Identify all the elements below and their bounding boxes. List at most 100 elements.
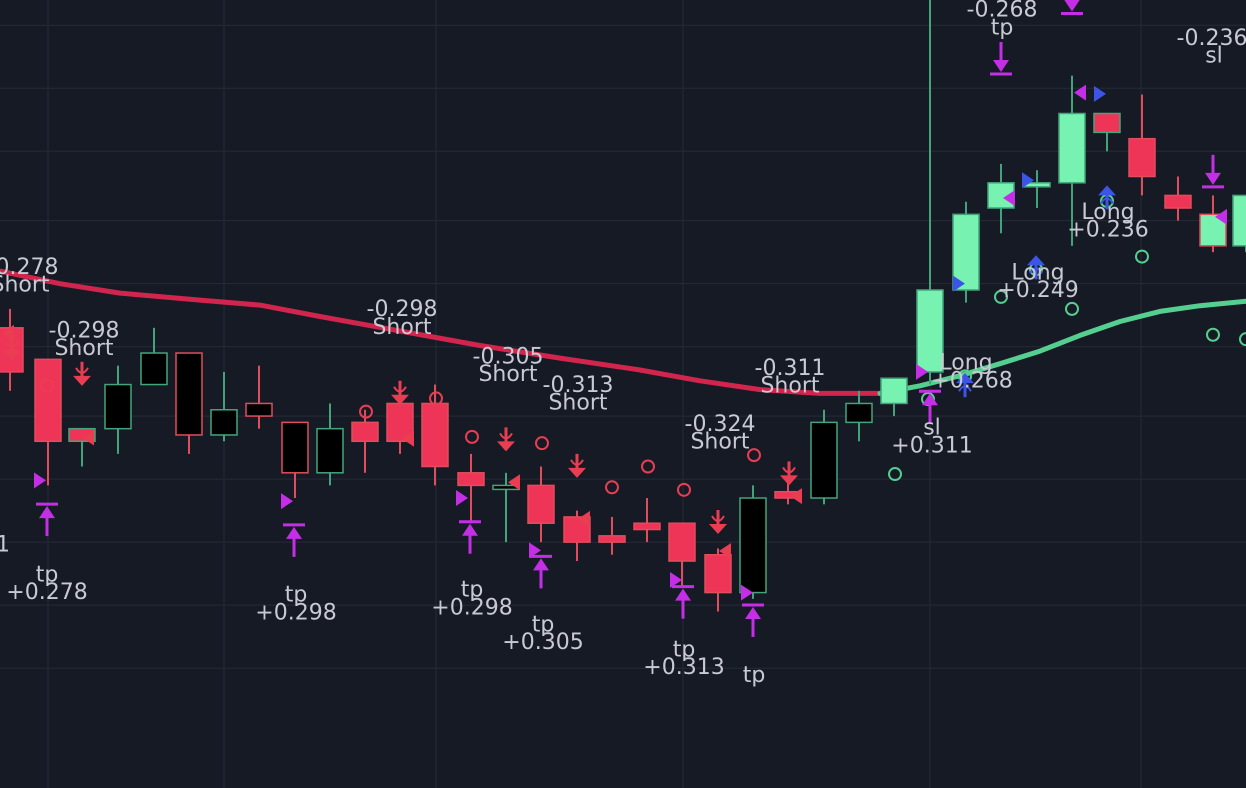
trade-label: Long xyxy=(939,351,992,376)
candle-body xyxy=(1232,194,1246,247)
stop-circle xyxy=(535,436,549,451)
short-arrow-head xyxy=(391,394,409,405)
trade-label: -0.311 xyxy=(755,356,826,381)
trade-label: -0.313 xyxy=(543,373,614,398)
trade-label: -0.305 xyxy=(473,344,544,369)
trade-label: +0.268 xyxy=(931,368,1012,393)
candle-body xyxy=(668,522,696,562)
trade-label: tp xyxy=(532,612,555,637)
trade-label: Short xyxy=(0,273,50,298)
trade-label: Short xyxy=(372,315,431,340)
entry-triangle xyxy=(741,584,753,601)
candle-body xyxy=(245,402,273,417)
signal-arrows xyxy=(3,0,1224,637)
trade-label: Short xyxy=(54,336,113,361)
exit-arrow-head xyxy=(993,59,1009,72)
long-arrow-head xyxy=(956,373,974,384)
candle-body xyxy=(598,535,626,543)
candles xyxy=(0,0,1246,612)
short-arrow-hook xyxy=(711,515,725,522)
candle-body xyxy=(34,358,62,443)
exit-arrow-head xyxy=(1205,172,1221,185)
candle-body xyxy=(140,352,168,386)
stop-circle xyxy=(605,480,619,495)
trade-label: +0.313 xyxy=(643,655,724,680)
stop-circle xyxy=(429,391,443,406)
trade-label: tp xyxy=(673,638,696,663)
short-arrow-hook xyxy=(75,367,89,374)
entry-triangle xyxy=(34,472,46,489)
trade-label: sl xyxy=(923,416,941,441)
candle-body xyxy=(210,409,238,436)
exit-arrow-head xyxy=(286,526,302,539)
candle-body xyxy=(175,352,203,436)
long-arrow-hook xyxy=(958,385,972,392)
stop-circle xyxy=(1135,249,1149,264)
candle-body xyxy=(351,421,379,443)
trade-label: +0.305 xyxy=(502,630,583,655)
stop-circle xyxy=(1065,301,1079,316)
trade-label: -0.298 xyxy=(49,319,120,344)
entry-triangle xyxy=(456,490,468,507)
long-arrow-hook xyxy=(1100,197,1114,204)
long-arrow-head xyxy=(1098,185,1116,196)
candle-body xyxy=(1058,112,1086,184)
entry-triangle xyxy=(719,542,731,559)
candle-body xyxy=(739,497,767,594)
candle-body xyxy=(527,484,555,524)
trade-label: tp xyxy=(991,15,1014,40)
long-arrow-hook xyxy=(1029,267,1043,274)
trade-label: -0.268 xyxy=(967,0,1038,23)
stop-circle xyxy=(40,378,54,393)
candle-body xyxy=(316,427,344,474)
trade-label: -0.278 xyxy=(0,255,58,280)
entry-triangle xyxy=(402,430,414,447)
entry-triangle xyxy=(1074,84,1086,101)
trade-label: tp xyxy=(743,663,766,688)
trade-label: 1 xyxy=(0,532,10,557)
trade-label: +0.278 xyxy=(6,580,87,605)
short-arrow-hook xyxy=(5,341,19,348)
stop-circle xyxy=(747,448,761,463)
short-arrow-hook xyxy=(393,386,407,393)
stop-circle xyxy=(677,482,691,497)
candle-body xyxy=(810,421,838,499)
trade-label: -0.324 xyxy=(685,412,756,437)
candle-body xyxy=(1093,112,1121,134)
candle-body xyxy=(281,421,309,474)
short-arrow-hook xyxy=(499,432,513,440)
trade-labels: -0.278Short-0.298Short-0.298Short-0.305S… xyxy=(0,0,1246,688)
exit-arrow-head xyxy=(675,588,691,601)
short-arrow-hook xyxy=(570,459,584,466)
trade-label: -0.236 xyxy=(1177,26,1246,51)
candle-body xyxy=(457,472,485,487)
stop-circle xyxy=(994,289,1008,304)
short-arrow-head xyxy=(3,349,21,360)
candle-body xyxy=(104,383,132,430)
short-arrow-head xyxy=(497,441,515,452)
trade-label: +0.236 xyxy=(1067,218,1148,243)
candle-body xyxy=(845,402,873,424)
short-arrow-head xyxy=(568,467,586,478)
candle-body xyxy=(1128,137,1156,178)
candle-body xyxy=(421,402,449,468)
entry-triangle xyxy=(1022,172,1034,189)
entry-triangle xyxy=(1215,208,1227,225)
stop-circle xyxy=(359,404,373,419)
trade-label: Short xyxy=(760,373,819,398)
short-arrow-hook xyxy=(782,466,796,474)
entry-triangle xyxy=(670,571,682,588)
trade-label: sl xyxy=(1205,44,1223,69)
trade-label: +0.311 xyxy=(891,433,972,458)
trade-label: tp xyxy=(461,578,484,603)
trade-label: +0.249 xyxy=(997,278,1078,303)
entry-triangle xyxy=(508,474,520,491)
ma-line-bull xyxy=(877,298,1246,396)
trade-label: -0.298 xyxy=(367,297,438,322)
long-arrow-head xyxy=(1027,255,1045,266)
exit-arrow-head xyxy=(533,558,549,571)
trade-label: +0.298 xyxy=(431,595,512,620)
exit-arrow-head xyxy=(462,523,478,536)
